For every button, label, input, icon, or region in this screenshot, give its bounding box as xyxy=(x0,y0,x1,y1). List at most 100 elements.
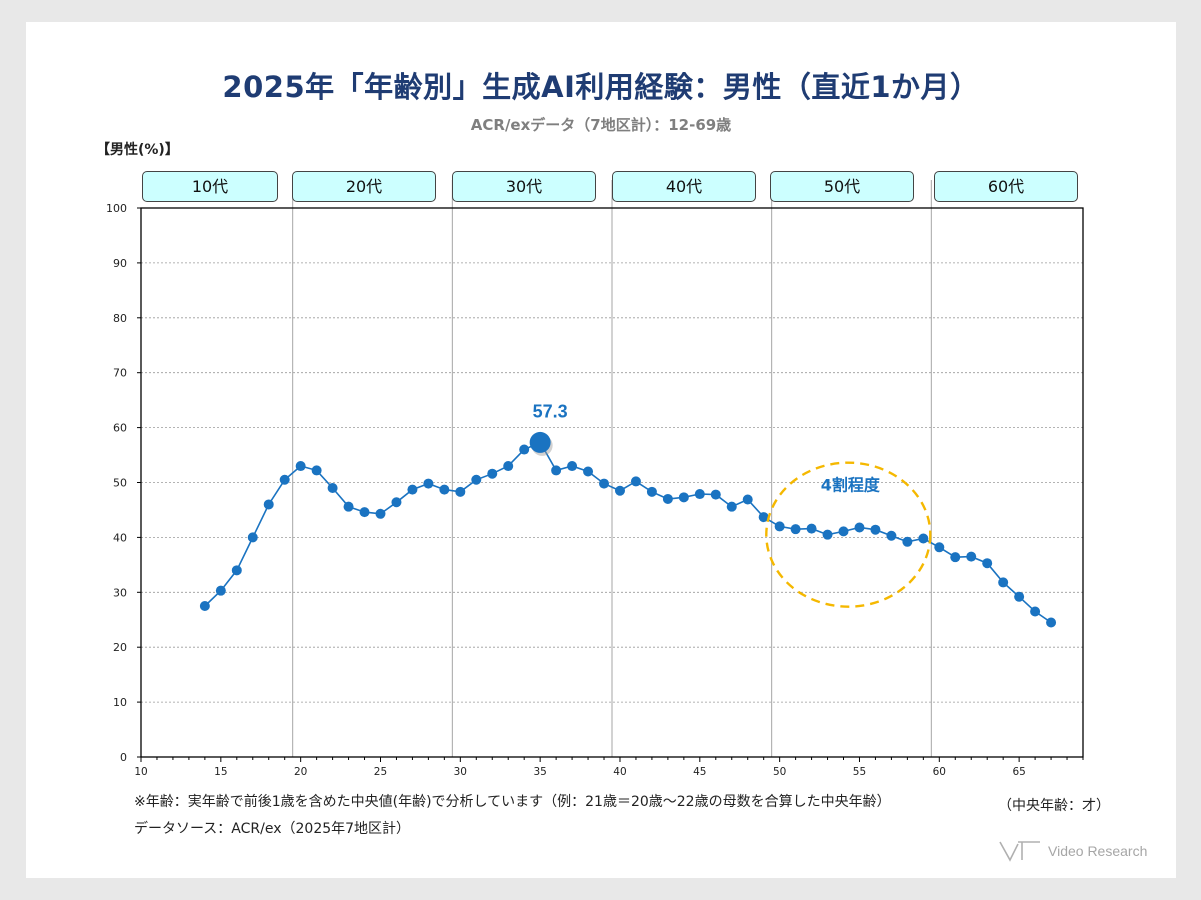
data-point xyxy=(263,499,274,510)
data-point xyxy=(662,493,673,504)
data-point xyxy=(423,478,434,489)
x-axis-ticks: 10 15 20 25 30 35 40 45 50 55 60 65 xyxy=(134,757,1084,778)
data-point xyxy=(311,465,322,476)
y-axis-label: 【男性(%)】 xyxy=(96,142,179,158)
data-point xyxy=(295,461,306,472)
data-point xyxy=(982,558,993,569)
y-tick-label: 50 xyxy=(113,477,127,490)
chart-title: 2025年「年齢別」生成AI利用経験：男性（直近1か月） xyxy=(222,70,980,104)
data-point xyxy=(375,508,386,519)
video-research-logo-icon xyxy=(999,841,1040,862)
data-point xyxy=(519,444,530,455)
y-tick-label: 40 xyxy=(113,531,127,544)
data-point xyxy=(838,526,849,537)
x-tick-label: 10 xyxy=(134,766,147,778)
data-point xyxy=(551,465,562,476)
y-tick-label: 70 xyxy=(113,367,127,380)
y-tick-label: 60 xyxy=(113,422,127,435)
peak-point xyxy=(529,431,551,453)
data-point xyxy=(407,484,418,495)
data-point xyxy=(646,486,657,497)
data-point xyxy=(870,524,881,535)
y-tick-label: 30 xyxy=(113,586,127,599)
y-tick-label: 20 xyxy=(113,641,127,654)
age-group-60s: 60代 xyxy=(934,171,1078,202)
data-point xyxy=(327,482,338,493)
data-point xyxy=(1014,591,1025,602)
x-tick-label: 65 xyxy=(1012,766,1025,778)
data-point xyxy=(455,486,466,497)
data-point xyxy=(854,522,865,533)
age-group-20s: 20代 xyxy=(292,171,436,202)
data-point xyxy=(1030,606,1041,617)
data-point xyxy=(790,524,801,535)
data-point xyxy=(742,494,753,505)
footnote: ※年齢：実年齢で前後1歳を含めた中央値(年齢)で分析しています（例：21歳＝20… xyxy=(134,794,891,810)
x-tick-label: 55 xyxy=(853,766,866,778)
x-tick-label: 20 xyxy=(294,766,307,778)
data-point xyxy=(599,478,610,489)
age-group-dividers xyxy=(292,180,932,757)
data-point xyxy=(678,492,689,503)
x-tick-label: 35 xyxy=(533,766,546,778)
y-tick-label: 100 xyxy=(106,202,127,215)
x-tick-label: 25 xyxy=(374,766,387,778)
data-point xyxy=(231,565,242,576)
x-tick-label: 40 xyxy=(613,766,626,778)
x-tick-label: 45 xyxy=(693,766,706,778)
series-line xyxy=(204,441,1052,624)
data-point xyxy=(950,552,961,563)
x-axis-unit-label: （中央年齢：才） xyxy=(998,798,1110,814)
data-point xyxy=(934,542,945,553)
data-point xyxy=(247,532,258,543)
slide: 0 10 20 30 40 50 60 70 80 90 100 10 15 20 25 30 35 40 45 5… xyxy=(26,22,1176,878)
data-point xyxy=(710,489,721,500)
x-tick-label: 30 xyxy=(454,766,467,778)
data-point xyxy=(343,501,354,512)
data-point xyxy=(614,485,625,496)
age-group-40s: 40代 xyxy=(612,171,756,202)
y-tick-label: 80 xyxy=(113,312,127,325)
x-tick-label: 15 xyxy=(214,766,227,778)
data-point xyxy=(726,501,737,512)
peak-value-label: 57.3 xyxy=(533,401,568,421)
data-point xyxy=(902,536,913,547)
age-group-30s: 30代 xyxy=(452,171,596,202)
logo-text: Video Research xyxy=(1048,843,1148,859)
data-point xyxy=(279,474,290,485)
data-point xyxy=(583,466,594,477)
x-tick-label: 50 xyxy=(773,766,786,778)
data-point xyxy=(886,530,897,541)
data-point xyxy=(774,521,785,532)
data-point xyxy=(918,533,929,544)
y-tick-label: 10 xyxy=(113,696,127,709)
y-tick-label: 90 xyxy=(113,257,127,270)
data-point xyxy=(439,484,450,495)
series-points xyxy=(199,444,1057,628)
data-point xyxy=(215,585,226,596)
data-point xyxy=(630,476,641,487)
data-point xyxy=(694,489,705,500)
chart-subtitle: ACR/exデータ（7地区計）：12-69歳 xyxy=(470,116,732,134)
chart: 0 10 20 30 40 50 60 70 80 90 100 10 15 20 25 30 35 40 45 5… xyxy=(106,180,1084,778)
y-tick-label: 0 xyxy=(120,751,127,764)
data-point xyxy=(487,468,498,479)
data-point xyxy=(471,474,482,485)
data-point xyxy=(1046,617,1057,628)
age-group-10s: 10代 xyxy=(142,171,278,202)
data-point xyxy=(199,601,210,612)
data-source: データソース：ACR/ex（2025年7地区計） xyxy=(134,821,411,837)
annotations: 57.3 4割程度 xyxy=(529,401,932,608)
data-point xyxy=(359,507,370,518)
data-point xyxy=(391,497,402,508)
data-point xyxy=(806,523,817,534)
highlight-circle xyxy=(765,461,932,608)
data-point xyxy=(758,512,769,523)
annotation-label: 4割程度 xyxy=(821,476,881,495)
age-group-50s: 50代 xyxy=(770,171,914,202)
data-point xyxy=(503,461,514,472)
data-point xyxy=(822,529,833,540)
y-axis-ticks: 0 10 20 30 40 50 60 70 80 90 100 xyxy=(106,202,141,764)
data-point xyxy=(567,461,578,472)
data-point xyxy=(998,577,1009,588)
